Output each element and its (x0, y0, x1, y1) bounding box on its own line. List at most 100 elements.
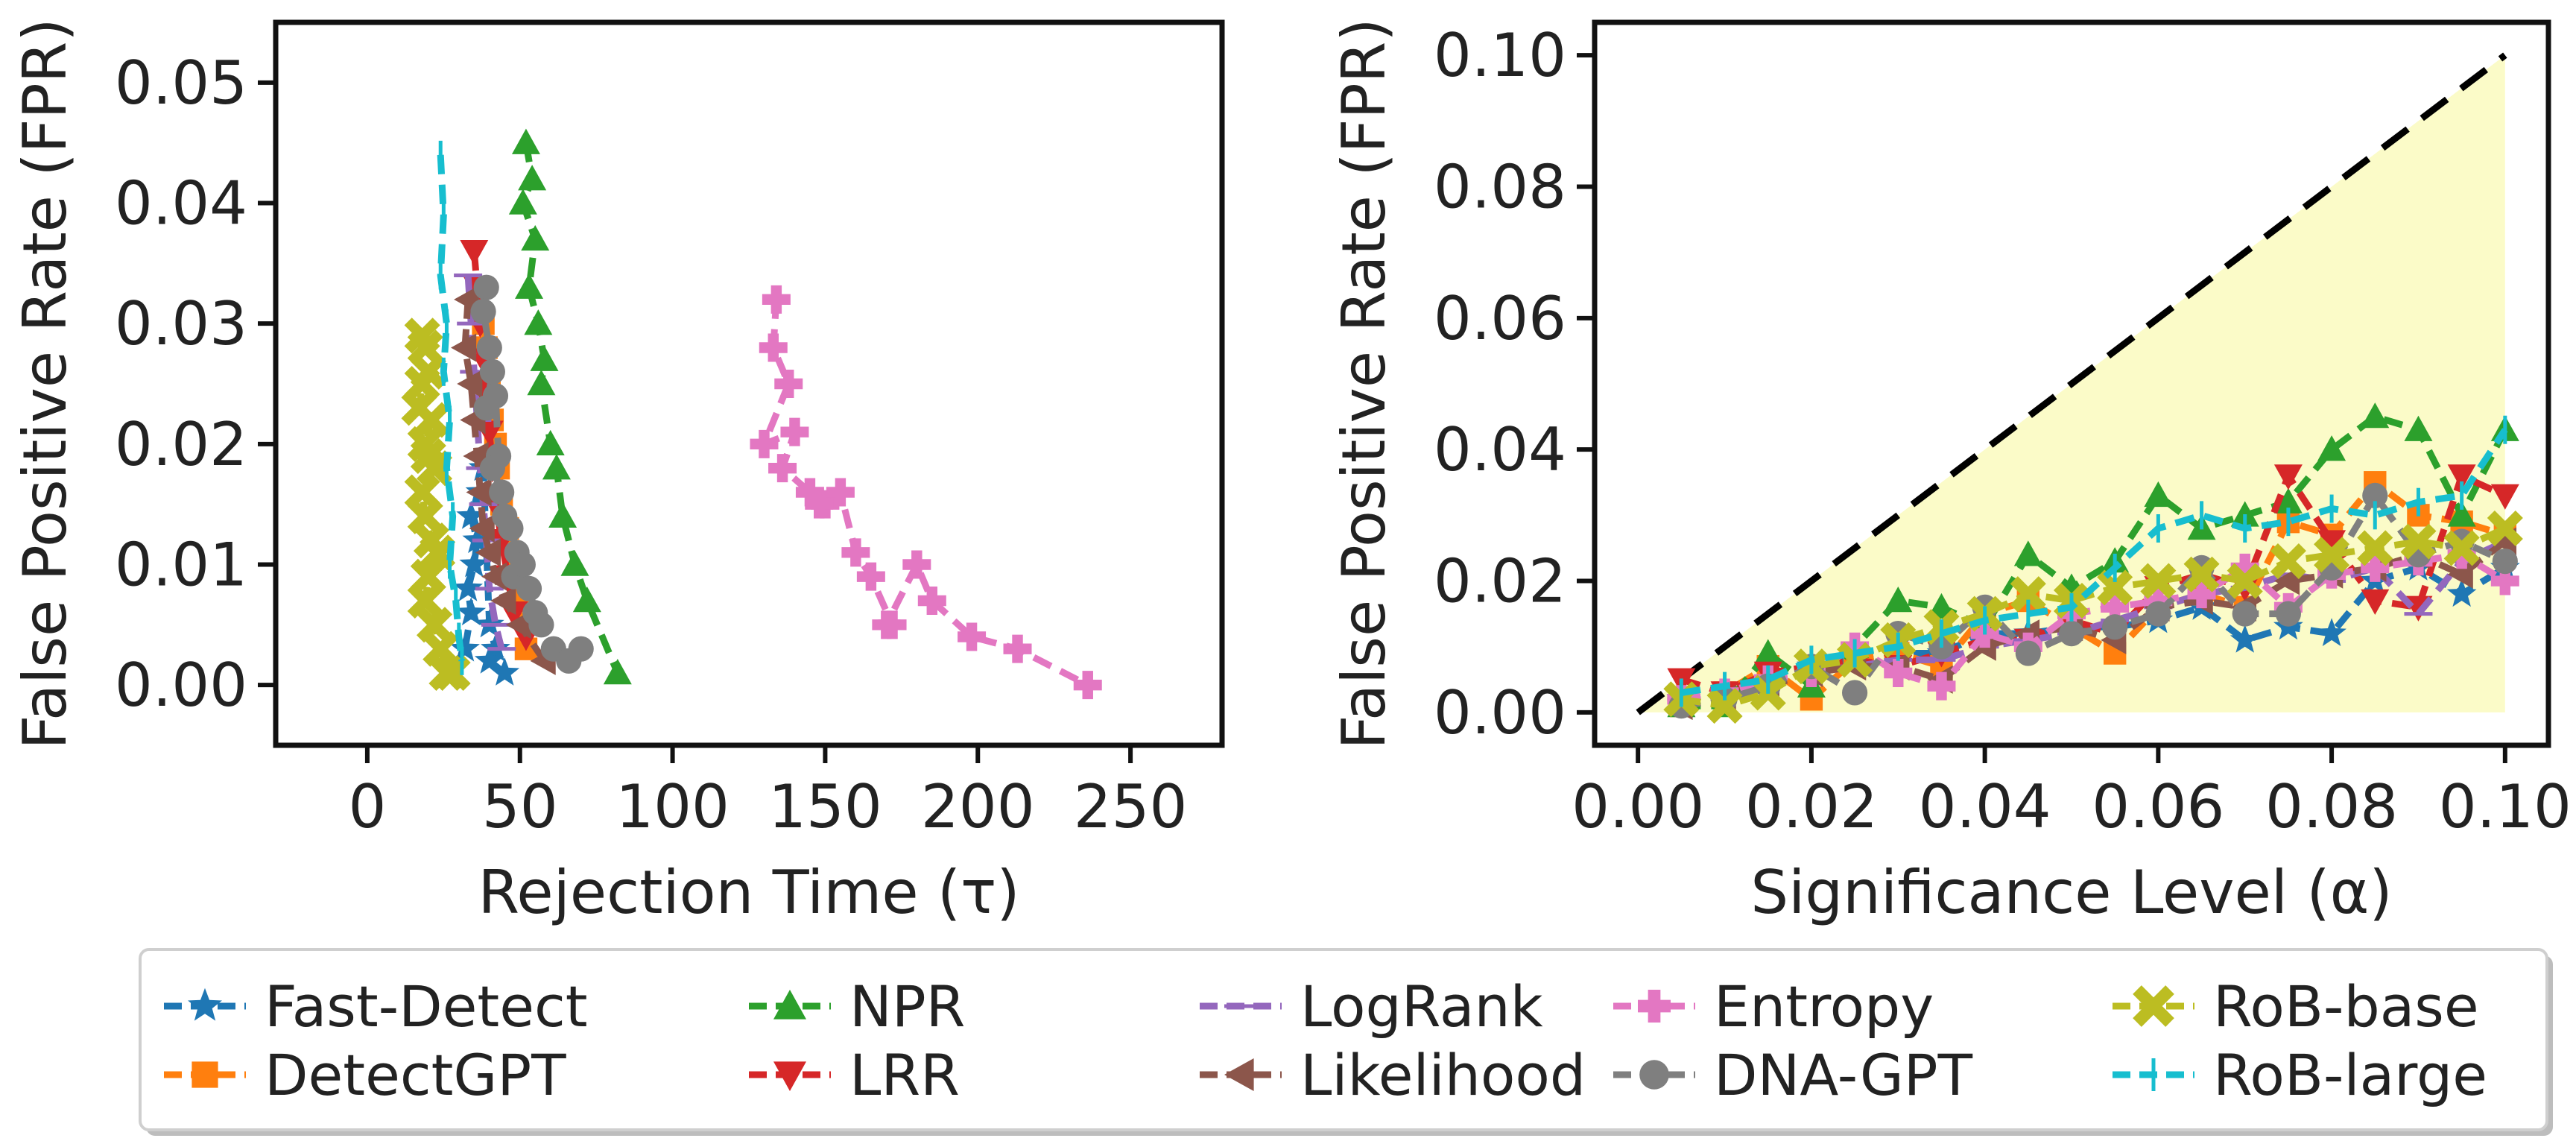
legend-label-detectgpt: DetectGPT (265, 1042, 566, 1108)
left-ytick-label: 0.02 (115, 410, 247, 479)
legend-marker-entropy (1638, 990, 1671, 1023)
right-point-rob-base (2140, 563, 2177, 599)
right-point-lrr (2490, 484, 2519, 510)
left-series-rob-base (401, 317, 471, 692)
right-point-rob-base (2270, 543, 2306, 580)
left-series-npr (508, 128, 632, 685)
right-ytick-label: 0.04 (1434, 415, 1566, 484)
left-point-rob-base (407, 498, 443, 534)
right-point-rob-base (2443, 530, 2480, 566)
left-ytick-label: 0.04 (115, 169, 247, 238)
legend-label-dna-gpt: DNA-GPT (1714, 1042, 1973, 1108)
left-point-fast-detect (456, 500, 487, 529)
right-point-npr (2144, 481, 2173, 508)
right-point-npr (2230, 501, 2259, 527)
left-point-npr (560, 550, 589, 576)
left-point-entropy (902, 550, 931, 579)
legend-marker-likelihood (1224, 1058, 1254, 1091)
right-point-dna-gpt (2232, 601, 2258, 627)
right-point-rob-base (2227, 563, 2263, 599)
right-line-dna-gpt (1680, 492, 2507, 710)
right-xtick-label: 0.06 (2092, 772, 2224, 841)
left-series-rob-large (437, 140, 466, 675)
left-point-entropy (795, 478, 824, 507)
left-point-npr (603, 659, 632, 685)
left-point-rob-base (420, 534, 456, 571)
left-series-likelihood (451, 285, 556, 675)
right-xtick-label: 0.08 (2265, 772, 2398, 841)
left-point-rob-base (407, 582, 443, 619)
right-point-rob-base (2400, 523, 2437, 560)
left-point-entropy (759, 333, 788, 362)
right-point-npr (2404, 415, 2433, 441)
left-point-dna-gpt (568, 636, 594, 662)
left-point-dna-gpt (489, 479, 515, 505)
right-point-rob-base (2357, 530, 2393, 566)
left-point-dna-gpt (479, 358, 505, 385)
right-point-fast-detect (2317, 618, 2346, 646)
right-point-npr (2447, 501, 2476, 527)
legend-label-likelihood: Likelihood (1300, 1042, 1586, 1108)
left-point-dna-gpt (479, 455, 505, 481)
left-point-fast-detect (453, 572, 483, 601)
left-point-dna-gpt (528, 612, 554, 638)
right-xtick-label: 0.04 (1919, 772, 2051, 841)
right-point-rob-base (2097, 569, 2133, 606)
right-point-rob-base (2487, 510, 2523, 547)
legend-entry-fast-detect: Fast-Detect (164, 973, 588, 1040)
left-xtick-label: 0 (348, 772, 386, 841)
left-point-entropy (841, 538, 870, 567)
left-point-npr (548, 502, 577, 528)
left-ytick-label: 0.03 (115, 289, 247, 358)
right-xtick-label: 0.00 (1572, 772, 1704, 841)
left-point-npr (511, 128, 540, 154)
left-point-npr (527, 370, 556, 396)
left-point-rob-base (413, 402, 449, 438)
right-point-entropy (2144, 587, 2173, 615)
left-point-entropy (762, 285, 791, 314)
left-point-npr (508, 189, 537, 215)
left-point-fast-detect (456, 597, 487, 626)
right-ytick-label: 0.00 (1434, 678, 1566, 748)
left-point-entropy (774, 370, 803, 398)
left-ytick-label: 0.05 (115, 48, 247, 118)
legend-entry-rob-base: RoB-base (2113, 973, 2479, 1040)
legend-entry-logrank: LogRank (1200, 973, 1543, 1040)
right-point-dna-gpt (2015, 640, 2041, 666)
right-point-entropy (2101, 592, 2130, 622)
right-point-npr (2273, 487, 2303, 513)
left-ticks: 0 50 100 150 200 250 0.00 0.01 0.02 0.03 0.04 0.05 (115, 48, 1188, 841)
left-point-entropy (826, 478, 855, 507)
left-ytick-label: 0.00 (115, 651, 247, 720)
right-series (1663, 402, 2523, 724)
right-point-dna-gpt (1841, 680, 1868, 706)
left-xtick-label: 250 (1074, 772, 1188, 841)
right-point-dna-gpt (2102, 614, 2128, 640)
left-point-likelihood (469, 514, 495, 543)
left-point-npr (542, 454, 571, 480)
left-xtick-label: 200 (921, 772, 1035, 841)
right-point-dna-gpt (2145, 601, 2171, 627)
right-point-entropy (2361, 553, 2390, 582)
right-axes-frame (1592, 19, 2551, 748)
left-point-dna-gpt (498, 515, 524, 542)
right-line-rob-large (1680, 428, 2508, 696)
left-point-npr (515, 273, 544, 299)
left-series-entropy (750, 285, 1102, 700)
right-point-lrr (2447, 464, 2476, 490)
right-xtick-label: 0.10 (2439, 772, 2572, 841)
left-point-dna-gpt (510, 552, 536, 578)
right-xtick-label: 0.02 (1745, 772, 1878, 841)
left-point-npr (530, 345, 559, 371)
right-point-dna-gpt (2492, 548, 2518, 575)
right-ticks: 0.00 0.02 0.04 0.06 0.08 0.10 0.00 0.02 0.04 0.06… (1434, 21, 2572, 841)
left-point-npr (524, 309, 553, 335)
left-series (401, 128, 1102, 700)
left-point-entropy (768, 454, 797, 483)
right-panel: 0.00 0.02 0.04 0.06 0.08 0.10 0.00 0.02 0.04 0.06… (1329, 18, 2572, 927)
left-point-entropy (750, 429, 779, 458)
left-point-fast-detect (474, 645, 504, 674)
